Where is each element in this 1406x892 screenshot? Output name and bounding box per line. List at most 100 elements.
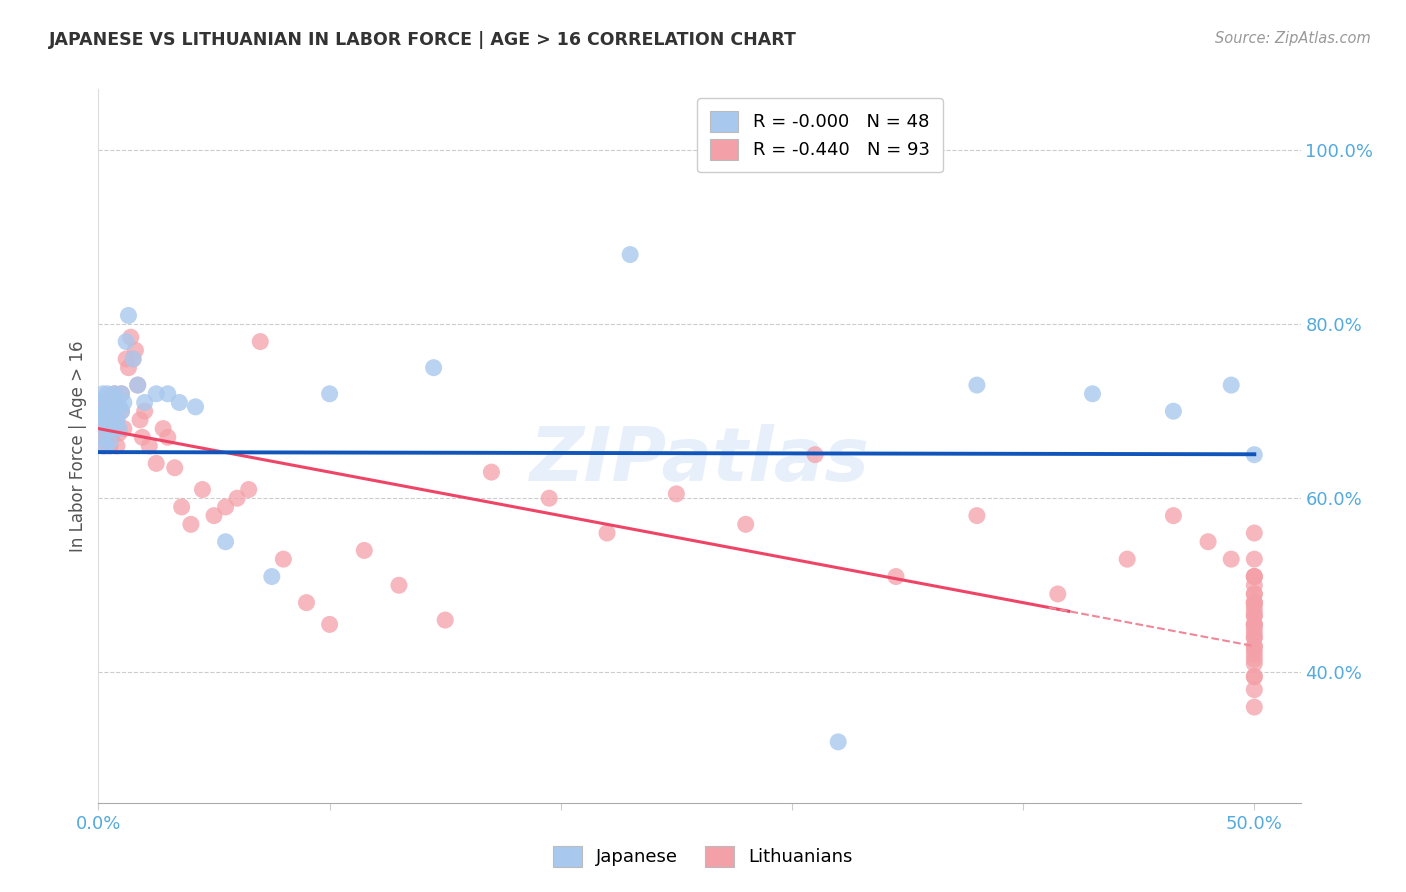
Point (1243, 631, 1265, 645)
Point (98, 439, 121, 453)
Point (127, 378, 149, 392)
Point (97, 386, 120, 401)
Point (388, 578, 411, 592)
Text: Source: ZipAtlas.com: Source: ZipAtlas.com (1215, 31, 1371, 46)
Point (91, 409, 114, 423)
Point (1243, 578, 1265, 592)
Point (120, 330, 142, 344)
Point (98, 413, 121, 427)
Point (804, 448, 827, 462)
Point (156, 386, 179, 401)
Point (104, 386, 127, 401)
Point (827, 735, 849, 749)
Point (1243, 617, 1265, 632)
Point (145, 386, 167, 401)
Point (91, 386, 114, 401)
Point (91, 430, 114, 444)
Point (104, 386, 127, 401)
Point (98, 395, 121, 409)
Point (90, 395, 112, 409)
Point (115, 334, 138, 349)
Point (97, 404, 120, 418)
Point (1243, 587, 1265, 601)
Point (90, 421, 112, 435)
Point (98, 434, 121, 449)
Point (249, 334, 271, 349)
Point (1243, 700, 1265, 714)
Point (94, 404, 117, 418)
Point (90, 409, 112, 423)
Y-axis label: In Labor Force | Age > 16: In Labor Force | Age > 16 (69, 340, 87, 552)
Point (1243, 608, 1265, 623)
Point (131, 430, 153, 444)
Point (134, 404, 156, 418)
Point (596, 526, 619, 541)
Point (138, 439, 160, 453)
Point (97, 395, 120, 409)
Point (318, 386, 340, 401)
Point (101, 391, 124, 405)
Point (170, 500, 193, 514)
Point (226, 491, 249, 506)
Point (97, 421, 120, 435)
Point (101, 404, 124, 418)
Point (434, 613, 457, 627)
Point (110, 386, 132, 401)
Point (156, 430, 179, 444)
Point (104, 417, 127, 432)
Point (101, 425, 124, 440)
Point (1243, 569, 1265, 583)
Legend: R = -0.000   N = 48, R = -0.440   N = 93: R = -0.000 N = 48, R = -0.440 N = 93 (697, 98, 942, 172)
Point (1163, 404, 1185, 418)
Point (1081, 386, 1104, 401)
Point (1220, 552, 1243, 566)
Point (98, 409, 121, 423)
Point (1243, 639, 1265, 653)
Point (1243, 657, 1265, 671)
Point (734, 517, 756, 532)
Point (214, 500, 236, 514)
Point (1243, 599, 1265, 614)
Point (90, 395, 112, 409)
Point (94, 391, 117, 405)
Point (122, 351, 145, 366)
Point (112, 421, 135, 435)
Point (110, 404, 132, 418)
Point (104, 421, 127, 435)
Point (180, 517, 202, 532)
Point (169, 395, 191, 409)
Point (422, 360, 444, 375)
Point (1243, 670, 1265, 684)
Point (238, 483, 260, 497)
Point (966, 508, 988, 523)
Point (1243, 648, 1265, 662)
Point (1243, 596, 1265, 610)
Point (1243, 622, 1265, 636)
Point (94, 439, 117, 453)
Point (665, 487, 688, 501)
Point (101, 421, 124, 435)
Point (152, 421, 174, 435)
Point (145, 457, 167, 471)
Point (260, 569, 283, 583)
Point (1243, 631, 1265, 645)
Point (1243, 596, 1265, 610)
Point (122, 351, 145, 366)
Point (115, 351, 138, 366)
Point (108, 425, 131, 440)
Point (94, 430, 117, 444)
Point (1243, 626, 1265, 640)
Point (538, 491, 561, 506)
Point (1163, 508, 1185, 523)
Point (1243, 639, 1265, 653)
Point (110, 386, 132, 401)
Point (1243, 652, 1265, 666)
Point (1243, 526, 1265, 541)
Point (1243, 643, 1265, 657)
Point (295, 596, 318, 610)
Point (273, 552, 295, 566)
Point (184, 400, 207, 414)
Point (1220, 378, 1243, 392)
Point (1116, 552, 1139, 566)
Point (884, 569, 907, 583)
